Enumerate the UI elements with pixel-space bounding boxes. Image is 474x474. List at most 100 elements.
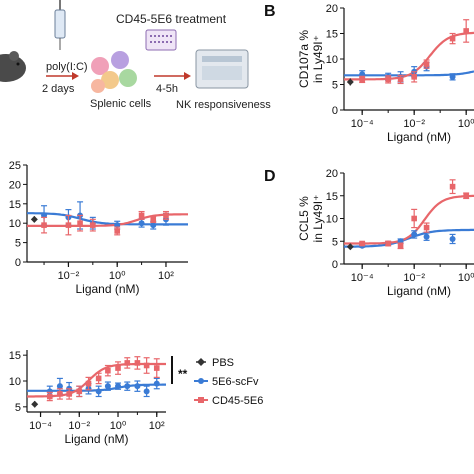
well-plate-icon bbox=[145, 29, 177, 51]
point-cd45-b bbox=[359, 76, 365, 83]
point-cd45-e bbox=[115, 365, 121, 371]
point-cd45-e bbox=[57, 391, 63, 397]
point-cd45-c bbox=[138, 212, 145, 219]
syringe-icon bbox=[54, 0, 66, 50]
point-cd45-c bbox=[77, 220, 83, 226]
legend-item-cd45-5e6: CD45-5E6 bbox=[194, 395, 263, 407]
x-tick-label-b: 10⁻² bbox=[403, 118, 425, 130]
y-tick-label-b: 5 bbox=[332, 80, 338, 92]
legend: PBS 5E6-scFv CD45-5E6 bbox=[194, 357, 263, 407]
point-scfv-d bbox=[423, 233, 430, 240]
point-cd45-e bbox=[134, 360, 141, 366]
point-scfv-e bbox=[134, 383, 141, 390]
point-cd45-d bbox=[411, 215, 417, 222]
legend-item-5e6-scfv: 5E6-scFv bbox=[194, 376, 259, 388]
time1-label: 2 days bbox=[42, 83, 75, 95]
x-tick-label-d: 10⁻⁴ bbox=[351, 272, 374, 284]
x-axis-label-c: Ligand (nM) bbox=[75, 282, 139, 296]
point-cd45-e bbox=[46, 393, 53, 400]
y-tick-label-b: 15 bbox=[326, 29, 338, 41]
point-scfv-e bbox=[56, 383, 63, 390]
x-tick-label-e: 10⁰ bbox=[110, 420, 127, 432]
x-tick-label-e: 10⁻⁴ bbox=[29, 420, 52, 432]
mouse-icon bbox=[0, 51, 26, 82]
point-cd45-c bbox=[163, 212, 169, 219]
y-tick-label-c: 0 bbox=[15, 257, 21, 269]
y-axis-label-d: in Ly49I⁺ bbox=[311, 195, 325, 243]
x-tick-label-c: 10⁰ bbox=[109, 270, 126, 282]
y-axis-label-b: CD107a % bbox=[297, 30, 311, 88]
point-scfv-c bbox=[150, 222, 157, 229]
point-cd45-c bbox=[65, 222, 72, 228]
y-tick-label-c: 20 bbox=[9, 179, 21, 191]
significance-label: ** bbox=[178, 367, 188, 381]
point-cd45-d bbox=[359, 240, 365, 247]
x-tick-label-d: 10⁻² bbox=[403, 272, 425, 284]
point-cd45-e bbox=[85, 380, 92, 387]
point-scfv-b bbox=[449, 73, 456, 80]
y-tick-label-b: 10 bbox=[326, 54, 338, 66]
point-pbs-e bbox=[31, 400, 39, 408]
point-cd45-c bbox=[150, 216, 157, 223]
point-scfv-e bbox=[124, 383, 131, 390]
fit-curve-cd45-d bbox=[344, 194, 474, 245]
chart-left-bottom: 5 10 15 10⁻⁴ 10⁻² 10⁰ 10² Ligand (nM) bbox=[9, 350, 166, 446]
point-pbs-c bbox=[30, 215, 38, 223]
x-axis-label-d: Ligand (nM) bbox=[387, 284, 451, 298]
point-pbs-d bbox=[346, 243, 354, 251]
chart-cd107a: 0 5 10 15 20 10⁻⁴ 10⁻² 10⁰ Ligand (nM) CD107a % in… bbox=[297, 3, 474, 144]
x-tick-label-c: 10⁻² bbox=[58, 270, 80, 282]
legend-label-cd45-5e6: CD45-5E6 bbox=[212, 395, 263, 407]
x-axis-label-e: Ligand (nM) bbox=[64, 432, 128, 446]
y-tick-label-d: 0 bbox=[332, 259, 338, 271]
treatment-label: CD45-5E6 treatment bbox=[116, 12, 227, 26]
legend-label-5e6-scfv: 5E6-scFv bbox=[212, 376, 259, 388]
chart-left-middle: 0 5 10 15 20 25 10⁻² 10⁰ 10² Ligand (nM) bbox=[9, 160, 188, 296]
point-cd45-d bbox=[397, 243, 404, 249]
y-tick-label-e: 15 bbox=[9, 350, 21, 362]
x-tick-label-e: 10² bbox=[149, 420, 165, 432]
point-scfv-e bbox=[115, 383, 122, 390]
point-scfv-e bbox=[143, 388, 150, 395]
fit-curve-cd45-c bbox=[27, 213, 188, 227]
point-cd45-b bbox=[385, 76, 391, 83]
point-scfv-d bbox=[449, 235, 456, 242]
point-cd45-c bbox=[114, 228, 121, 234]
y-tick-label-b: 20 bbox=[326, 3, 338, 15]
point-cd45-b bbox=[411, 74, 417, 80]
point-cd45-d bbox=[423, 224, 430, 231]
point-cd45-e bbox=[76, 388, 83, 395]
chart-ccl5: 0 5 10 15 20 10⁻⁴ 10⁻² 10⁰ Ligand (nM) CCL5 % in L… bbox=[297, 168, 474, 298]
panel-letter-d: D bbox=[264, 168, 276, 185]
point-cd45-d bbox=[385, 240, 391, 247]
panel-letter-b: B bbox=[264, 3, 276, 20]
y-tick-label-d: 20 bbox=[326, 168, 338, 180]
y-tick-label-c: 15 bbox=[9, 199, 21, 211]
x-tick-label-b: 10⁻⁴ bbox=[351, 118, 374, 130]
point-scfv-d bbox=[411, 231, 418, 238]
schematic: poly(I:C) 2 days Splenic cells CD45-5E6 … bbox=[0, 0, 271, 111]
y-tick-label-d: 10 bbox=[326, 214, 338, 226]
readout-label: NK responsiveness bbox=[176, 99, 271, 111]
point-cd45-e bbox=[124, 360, 131, 366]
legend-label-pbs: PBS bbox=[212, 357, 234, 369]
point-scfv-e bbox=[95, 388, 102, 395]
point-scfv-c bbox=[138, 220, 145, 227]
point-cd45-d bbox=[463, 192, 469, 199]
x-tick-label-e: 10⁻² bbox=[68, 420, 90, 432]
y-axis-label-b: in Ly49I⁺ bbox=[311, 35, 325, 83]
y-tick-label-c: 5 bbox=[15, 238, 21, 250]
x-axis-label-b: Ligand (nM) bbox=[387, 130, 451, 144]
agent-label: poly(I:C) bbox=[46, 61, 88, 73]
y-tick-label-e: 5 bbox=[15, 402, 21, 414]
cells-label: Splenic cells bbox=[90, 98, 152, 110]
point-cd45-e bbox=[66, 391, 72, 397]
point-cd45-c bbox=[90, 222, 96, 228]
x-tick-label-b: 10⁰ bbox=[458, 118, 474, 130]
point-pbs-b bbox=[346, 78, 354, 86]
legend-item-pbs: PBS bbox=[196, 357, 234, 369]
y-tick-label-e: 10 bbox=[9, 376, 21, 388]
point-cd45-e bbox=[105, 367, 111, 374]
point-cd45-b bbox=[449, 35, 456, 42]
